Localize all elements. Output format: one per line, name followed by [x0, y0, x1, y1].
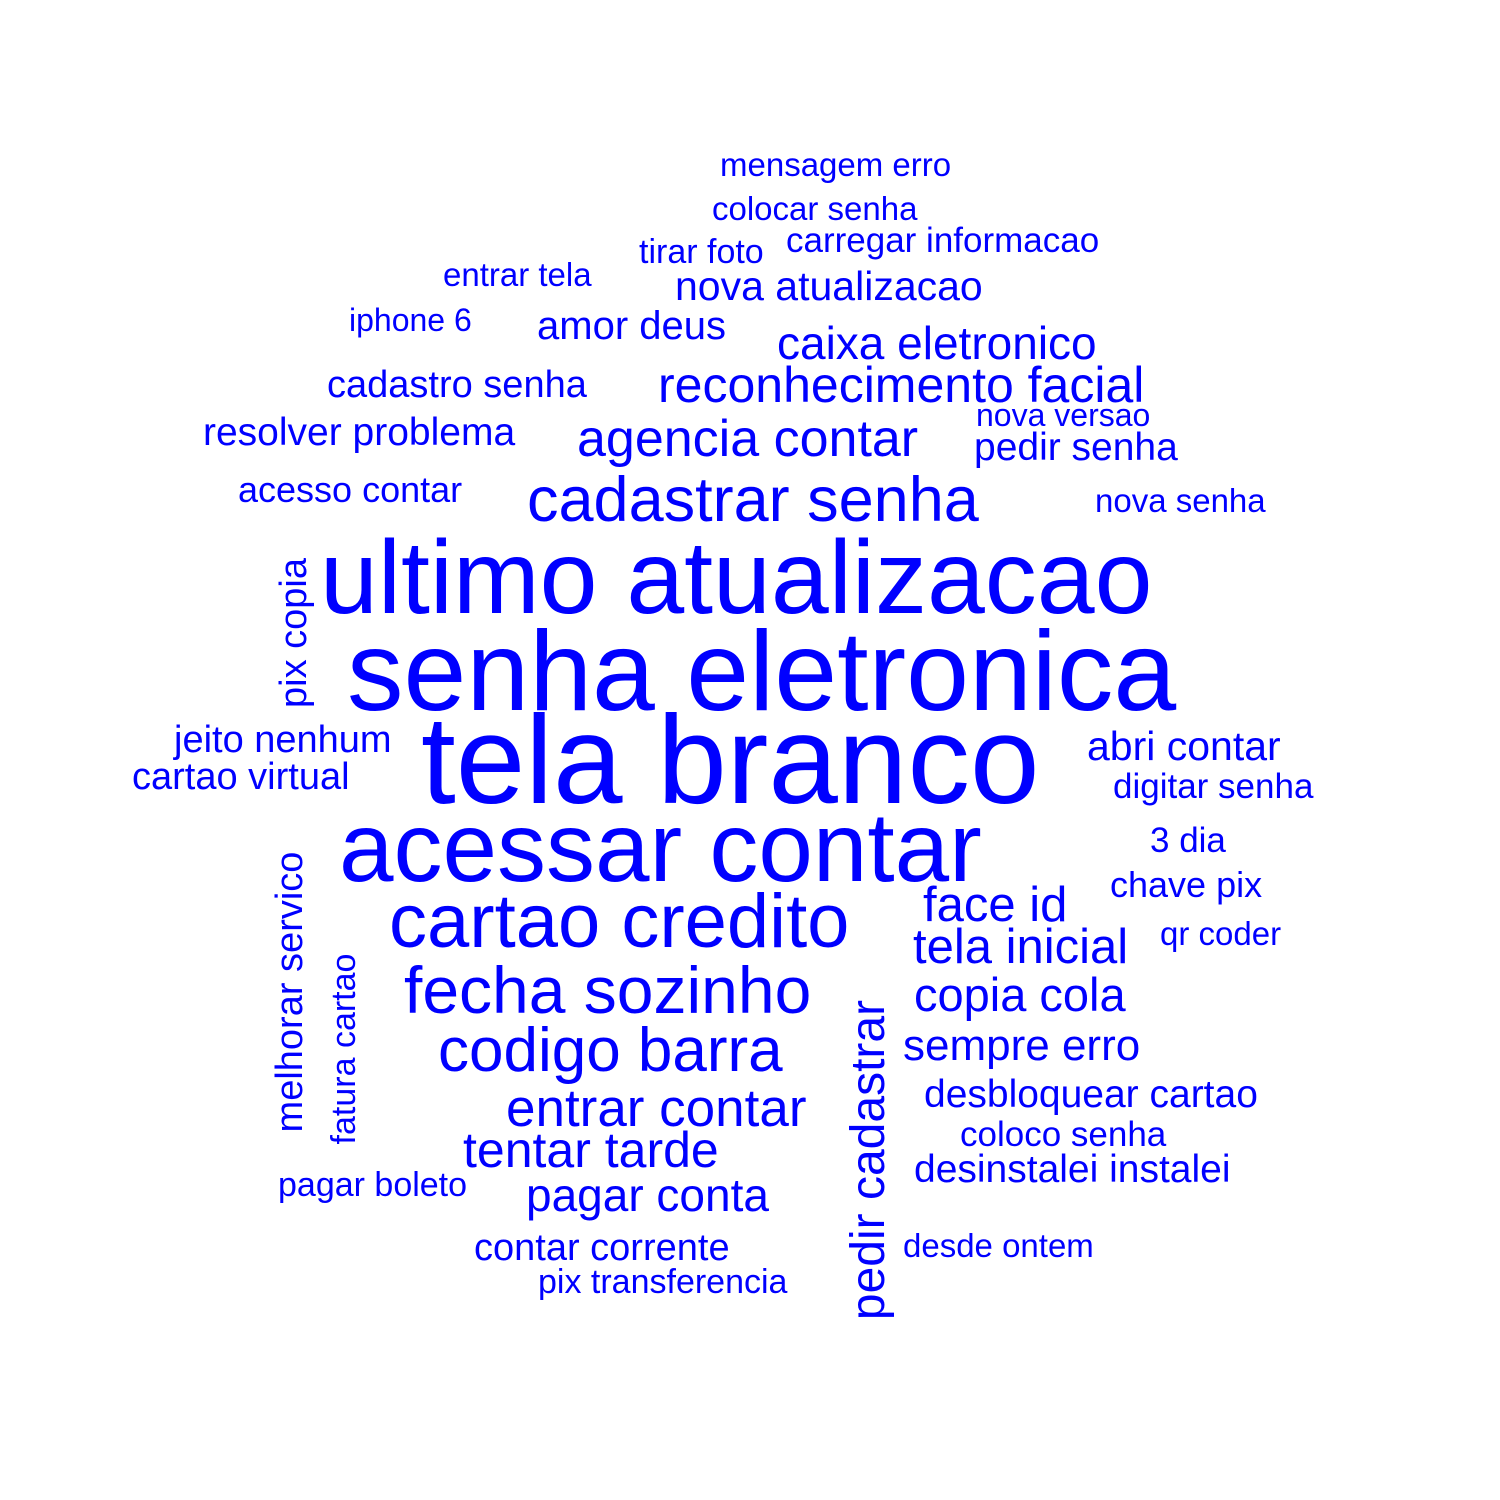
- word-jeito-nenhum: jeito nenhum: [174, 719, 392, 761]
- word-mensagem-erro: mensagem erro: [720, 146, 952, 183]
- word-abri-contar: abri contar: [1087, 723, 1281, 769]
- word-3-dia: 3 dia: [1150, 821, 1226, 860]
- word-sempre-erro: sempre erro: [903, 1021, 1141, 1070]
- word-cadastro-senha: cadastro senha: [327, 364, 587, 406]
- word-tentar-tarde: tentar tarde: [463, 1122, 719, 1178]
- word-tirar-foto: tirar foto: [639, 233, 764, 271]
- word-copia-cola: copia cola: [914, 968, 1126, 1021]
- word-ultimo-atualizacao: ultimo atualizacao: [320, 520, 1153, 636]
- word-tela-branco: tela branco: [421, 691, 1040, 830]
- word-resolver-problema: resolver problema: [203, 411, 516, 454]
- word-pedir-cadastrar: pedir cadastrar: [842, 999, 895, 1321]
- word-entrar-tela: entrar tela: [443, 256, 592, 293]
- word-pix-copia: pix copia: [273, 558, 315, 708]
- word-face-id: face id: [923, 878, 1068, 932]
- word-pagar-conta: pagar conta: [526, 1169, 769, 1221]
- word-coloco-senha: coloco senha: [960, 1115, 1167, 1154]
- word-pix-transferencia: pix transferencia: [538, 1263, 788, 1301]
- word-nova-versao: nova versao: [976, 397, 1151, 433]
- word-acessar-contar: acessar contar: [339, 792, 982, 902]
- word-colocar-senha: colocar senha: [712, 190, 918, 227]
- word-digitar-senha: digitar senha: [1113, 767, 1314, 806]
- word-senha-eletronica: senha eletronica: [347, 608, 1177, 734]
- word-pagar-boleto: pagar boleto: [278, 1166, 468, 1204]
- word-chave-pix: chave pix: [1110, 864, 1263, 905]
- word-reconhecimento-facial: reconhecimento facial: [658, 357, 1145, 413]
- word-acesso-contar: acesso contar: [238, 469, 463, 510]
- word-desinstalei-instalei: desinstalei instalei: [914, 1148, 1231, 1191]
- word-cartao-virtual: cartao virtual: [132, 756, 350, 798]
- word-caixa-eletronico: caixa eletronico: [777, 317, 1097, 369]
- word-melhorar-servico: melhorar servico: [269, 851, 311, 1133]
- word-desde-ontem: desde ontem: [903, 1227, 1094, 1264]
- word-amor-deus: amor deus: [537, 304, 726, 348]
- word-nova-atualizacao: nova atualizacao: [675, 263, 983, 309]
- word-fecha-sozinho: fecha sozinho: [404, 953, 812, 1027]
- word-agencia-contar: agencia contar: [577, 410, 919, 468]
- word-tela-inicial: tela inicial: [913, 920, 1129, 974]
- word-pedir-senha: pedir senha: [974, 426, 1178, 469]
- word-carregar-informacao: carregar informacao: [786, 221, 1100, 260]
- word-cadastrar-senha: cadastrar senha: [527, 465, 979, 535]
- word-entrar-contar: entrar contar: [506, 1079, 807, 1138]
- word-contar-corrente: contar corrente: [474, 1227, 730, 1269]
- word-desbloquear-cartao: desbloquear cartao: [924, 1073, 1258, 1116]
- word-cartao-credito: cartao credito: [389, 879, 850, 964]
- word-qr-coder: qr coder: [1160, 915, 1282, 952]
- word-nova-senha: nova senha: [1095, 482, 1266, 519]
- word-fatura-cartao: fatura cartao: [325, 953, 363, 1145]
- word-codigo-barra: codigo barra: [438, 1016, 783, 1085]
- word-iphone-6: iphone 6: [349, 302, 472, 338]
